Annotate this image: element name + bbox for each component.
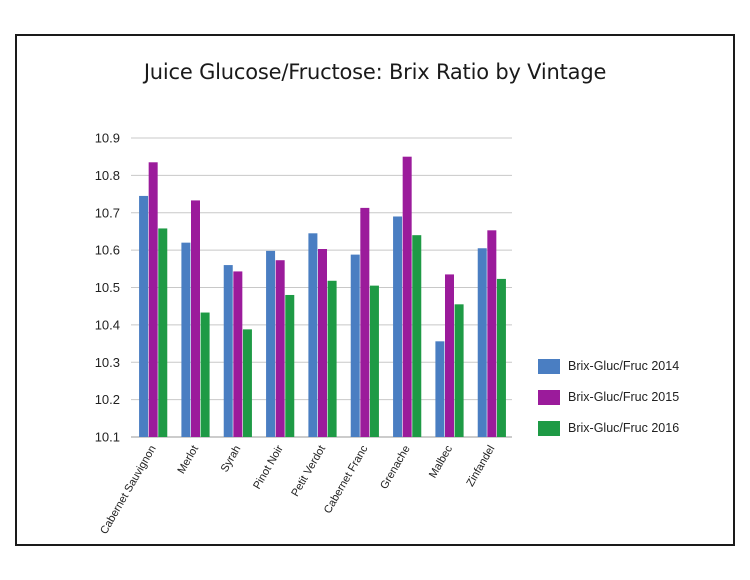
bar-2015 bbox=[233, 271, 243, 437]
bar-2016 bbox=[285, 294, 295, 437]
legend-swatch-2015 bbox=[538, 389, 560, 405]
bar-2016 bbox=[496, 278, 506, 437]
y-axis: 10.1 10.2 10.3 10.4 10.5 10.6 10.7 10.8 10.9 bbox=[95, 131, 120, 445]
bar-2014 bbox=[266, 250, 276, 437]
x-tick-label: Cabernet Sauvignon bbox=[98, 444, 159, 537]
bar-2015 bbox=[318, 249, 327, 437]
x-tick-label: Merlot bbox=[175, 444, 201, 476]
legend-item-2014: Brix-Gluc/Fruc 2014 bbox=[538, 356, 679, 376]
legend-item-2015: Brix-Gluc/Fruc 2015 bbox=[538, 387, 679, 407]
bar-2016 bbox=[158, 228, 168, 437]
bar-2015 bbox=[402, 156, 412, 437]
y-tick-label: 10.7 bbox=[95, 205, 120, 220]
legend-label-2016: Brix-Gluc/Fruc 2016 bbox=[568, 421, 680, 435]
bar-2015 bbox=[148, 162, 158, 437]
bar-2016 bbox=[242, 329, 252, 437]
bar-2014 bbox=[393, 216, 403, 437]
bar-2016 bbox=[412, 235, 422, 437]
bar-2014 bbox=[181, 242, 191, 437]
bar-2014 bbox=[308, 233, 318, 437]
bar-2014 bbox=[477, 248, 487, 437]
x-tick-label: Malbec bbox=[427, 443, 455, 480]
bar-2014 bbox=[435, 341, 445, 437]
bars bbox=[139, 156, 506, 437]
y-tick-label: 10.4 bbox=[95, 317, 120, 332]
bar-2015 bbox=[360, 207, 370, 437]
x-tick-label: Zinfandel bbox=[464, 444, 497, 489]
bar-2015 bbox=[445, 274, 454, 437]
legend-swatch-2014 bbox=[538, 358, 560, 374]
x-axis: Cabernet Sauvignon Merlot Syrah Pinot Noir P… bbox=[98, 443, 497, 536]
x-tick-label: Pinot Noir bbox=[251, 443, 286, 491]
legend-label-2015: Brix-Gluc/Fruc 2015 bbox=[568, 390, 680, 404]
legend: Brix-Gluc/Fruc 2014 Brix-Gluc/Fruc 2015 … bbox=[538, 356, 679, 449]
y-tick-label: 10.1 bbox=[95, 430, 120, 445]
bar-2015 bbox=[275, 260, 285, 437]
y-tick-label: 10.3 bbox=[95, 355, 120, 370]
chart-title: Juice Glucose/Fructose: Brix Ratio by Vi… bbox=[143, 60, 607, 84]
y-tick-label: 10.6 bbox=[95, 243, 120, 258]
bar-2014 bbox=[139, 195, 149, 437]
x-tick-label: Grenache bbox=[378, 444, 413, 492]
x-tick-label: Petit Verdot bbox=[289, 444, 328, 499]
x-tick-label: Cabernet Franc bbox=[322, 443, 371, 516]
bar-2016 bbox=[200, 312, 210, 437]
bar-2014 bbox=[350, 254, 360, 437]
y-tick-label: 10.9 bbox=[95, 131, 120, 146]
x-tick-label: Syrah bbox=[219, 444, 244, 475]
y-tick-label: 10.2 bbox=[95, 392, 120, 407]
legend-swatch-2016 bbox=[538, 420, 560, 436]
bar-2014 bbox=[223, 265, 233, 437]
bar-2015 bbox=[191, 200, 200, 437]
y-tick-label: 10.8 bbox=[95, 168, 120, 183]
bar-2016 bbox=[454, 304, 464, 437]
bar-2015 bbox=[487, 230, 497, 437]
legend-item-2016: Brix-Gluc/Fruc 2016 bbox=[538, 418, 679, 438]
y-tick-label: 10.5 bbox=[95, 280, 120, 295]
bar-2016 bbox=[327, 280, 337, 437]
bar-2016 bbox=[369, 285, 379, 437]
legend-label-2014: Brix-Gluc/Fruc 2014 bbox=[568, 359, 680, 373]
